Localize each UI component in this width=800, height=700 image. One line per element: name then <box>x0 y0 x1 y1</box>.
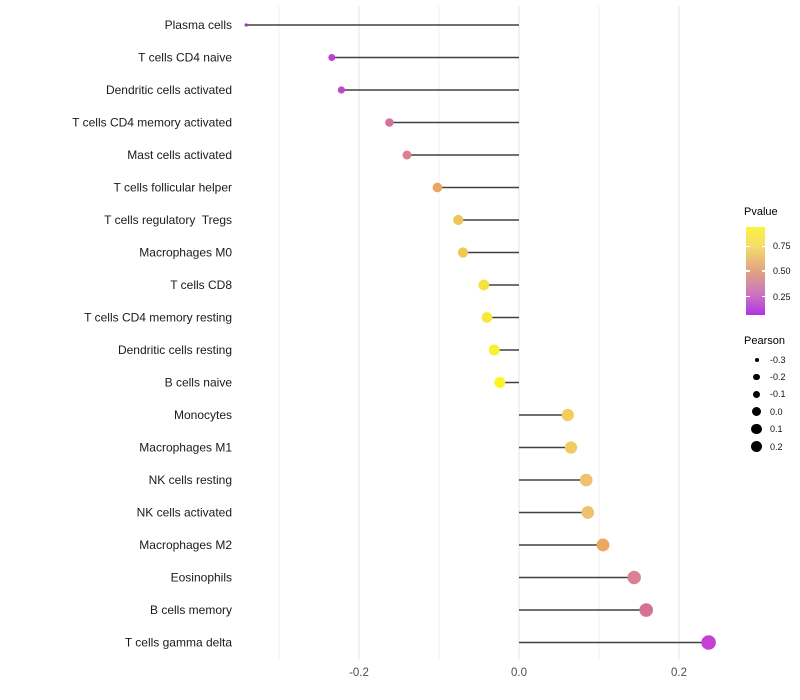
x-axis-tick-label: -0.2 <box>349 667 369 679</box>
legend: Pvalue 0.75 0.50 0.25 Pearson -0.3 -0.2 -0.1… <box>744 206 800 455</box>
lollipop-point <box>453 214 464 226</box>
category-label: T cells gamma delta <box>125 636 232 650</box>
pearson-size-dot <box>753 373 760 381</box>
lollipop-point <box>494 376 506 389</box>
category-label: NK cells activated <box>137 506 232 520</box>
pvalue-colorbar-wrap: 0.75 0.50 0.25 <box>744 227 800 315</box>
pearson-size-label: -0.3 <box>770 354 786 365</box>
category-label: Macrophages M2 <box>139 538 232 552</box>
category-label: Dendritic cells activated <box>106 83 232 97</box>
pearson-size-item: 0.0 <box>744 403 800 420</box>
pearson-size-item: -0.3 <box>744 351 800 368</box>
pvalue-legend-title: Pvalue <box>744 206 778 218</box>
lollipop-point <box>402 150 412 160</box>
lollipop-point <box>488 344 500 356</box>
category-label: B cells naive <box>165 376 233 390</box>
lollipop-point <box>579 473 593 487</box>
pvalue-tick-mark <box>746 270 750 272</box>
pearson-size-label: 0.2 <box>770 441 783 452</box>
pearson-size-dot <box>752 390 761 399</box>
pearson-size-item: -0.1 <box>744 386 800 403</box>
lollipop-point <box>561 408 574 422</box>
pearson-size-label: -0.1 <box>770 389 786 400</box>
pearson-size-items: -0.3 -0.2 -0.1 0.0 0.1 0.2 <box>744 351 800 455</box>
lollipop-point <box>432 182 443 193</box>
lollipop-point <box>581 506 595 519</box>
pearson-size-item: -0.2 <box>744 368 800 385</box>
pearson-legend: Pearson -0.3 -0.2 -0.1 0.0 0.1 0.2 <box>744 335 800 455</box>
category-label: Plasma cells <box>165 18 232 32</box>
pvalue-colorbar-gradient <box>746 227 765 315</box>
x-axis-tick-label: 0.0 <box>511 667 527 679</box>
lollipop-point <box>564 441 578 454</box>
x-axis-tick-label: 0.2 <box>671 667 687 679</box>
pvalue-tick-mark <box>746 295 750 298</box>
lollipop-point <box>701 635 716 650</box>
pearson-size-dot <box>751 424 762 435</box>
pvalue-tick-label: 0.50 <box>773 266 791 276</box>
pvalue-legend: Pvalue 0.75 0.50 0.25 <box>744 206 800 315</box>
category-label: T cells CD8 <box>170 278 232 292</box>
category-label: Macrophages M1 <box>139 441 232 455</box>
category-label: T cells CD4 naive <box>138 51 232 65</box>
lollipop-point <box>328 54 336 61</box>
category-label: Monocytes <box>174 408 232 422</box>
category-label: Mast cells activated <box>127 148 232 162</box>
lollipop-point <box>596 538 610 552</box>
category-label: Macrophages M0 <box>139 246 232 260</box>
pearson-size-label: -0.2 <box>770 372 786 383</box>
pearson-size-item: 0.2 <box>744 438 800 455</box>
pearson-size-item: 0.1 <box>744 421 800 438</box>
category-label: B cells memory <box>150 603 232 617</box>
pvalue-tick-mark <box>746 245 750 248</box>
pearson-size-dot-col <box>744 441 769 453</box>
lollipop-point <box>337 86 346 94</box>
category-label: T cells follicular helper <box>114 181 233 195</box>
lollipop-point <box>385 118 394 127</box>
pearson-size-dot-col <box>744 390 769 399</box>
pvalue-tick-mark <box>761 270 765 272</box>
pvalue-tick-mark <box>761 295 765 298</box>
pearson-size-dot <box>754 357 759 362</box>
lollipop-point <box>478 279 490 291</box>
category-label: T cells CD4 memory resting <box>84 311 232 325</box>
pearson-legend-title: Pearson <box>744 335 785 347</box>
pearson-size-label: 0.1 <box>770 424 783 435</box>
pearson-size-dot <box>751 407 762 417</box>
category-label: Dendritic cells resting <box>118 343 232 357</box>
category-label: T cells CD4 memory activated <box>72 116 232 130</box>
pearson-size-dot-col <box>744 357 769 362</box>
lollipop-point <box>481 312 493 323</box>
lollipop-point <box>457 247 469 258</box>
pearson-size-dot-col <box>744 424 769 435</box>
lollipop-point <box>639 603 654 617</box>
pvalue-tick-mark <box>761 245 765 248</box>
category-label: Eosinophils <box>171 571 232 585</box>
lollipop-point <box>627 570 641 585</box>
pearson-size-dot-col <box>744 407 769 417</box>
lollipop-point <box>244 23 248 27</box>
pvalue-tick-label: 0.25 <box>773 291 791 302</box>
pearson-size-label: 0.0 <box>770 406 783 417</box>
pearson-size-dot-col <box>744 373 769 381</box>
category-label: T cells regulatory Tregs <box>104 213 232 227</box>
category-label: NK cells resting <box>149 473 232 487</box>
pvalue-tick-label: 0.75 <box>773 241 791 252</box>
pearson-size-dot <box>750 441 763 453</box>
